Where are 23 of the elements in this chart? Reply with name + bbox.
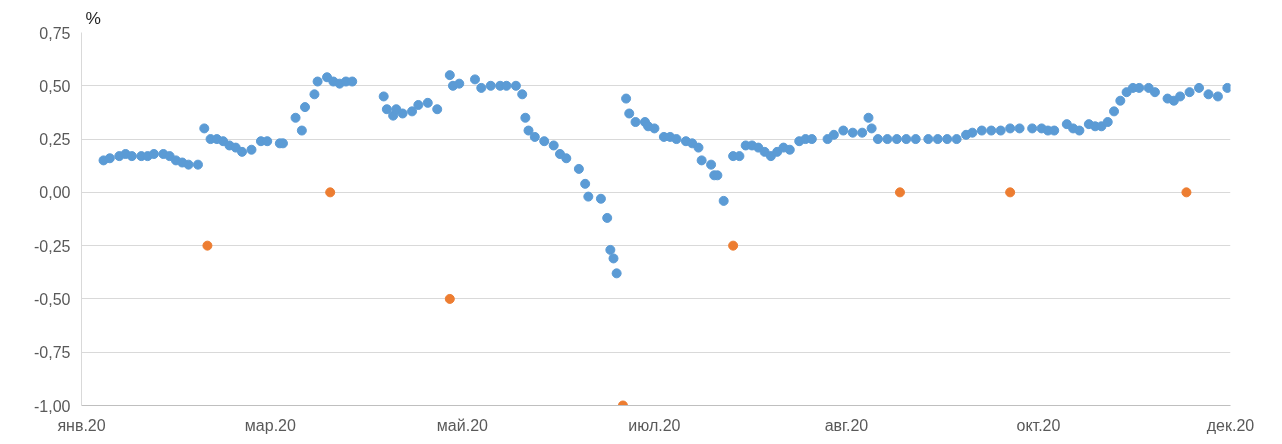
- y-tick-label: -1,00: [34, 397, 71, 415]
- x-tick-label: мар.20: [244, 416, 296, 434]
- point: [728, 240, 739, 251]
- x-tick-label: янв.20: [57, 416, 106, 434]
- point: [325, 187, 336, 198]
- y-tick-label: 0,00: [39, 184, 71, 202]
- point: [1181, 187, 1192, 198]
- x-tick-label: дек.20: [1206, 416, 1255, 434]
- x-tick-label: авг.20: [824, 416, 869, 434]
- y-tick-label: -0,25: [34, 237, 71, 255]
- y-tick-label: -0,50: [34, 290, 71, 308]
- point: [202, 240, 213, 251]
- y-tick-label: -0,75: [34, 344, 71, 362]
- point: [894, 187, 905, 198]
- y-axis-title: %: [85, 7, 101, 28]
- y-tick-label: 0,25: [39, 131, 71, 149]
- point: [444, 293, 455, 304]
- x-tick-label: июл.20: [628, 416, 681, 434]
- point: [1005, 187, 1016, 198]
- y-tick-label: 0,75: [39, 24, 71, 42]
- x-tick-label: окт.20: [1016, 416, 1061, 434]
- y-tick-label: 0,50: [39, 77, 71, 95]
- x-tick-label: май.20: [436, 416, 489, 434]
